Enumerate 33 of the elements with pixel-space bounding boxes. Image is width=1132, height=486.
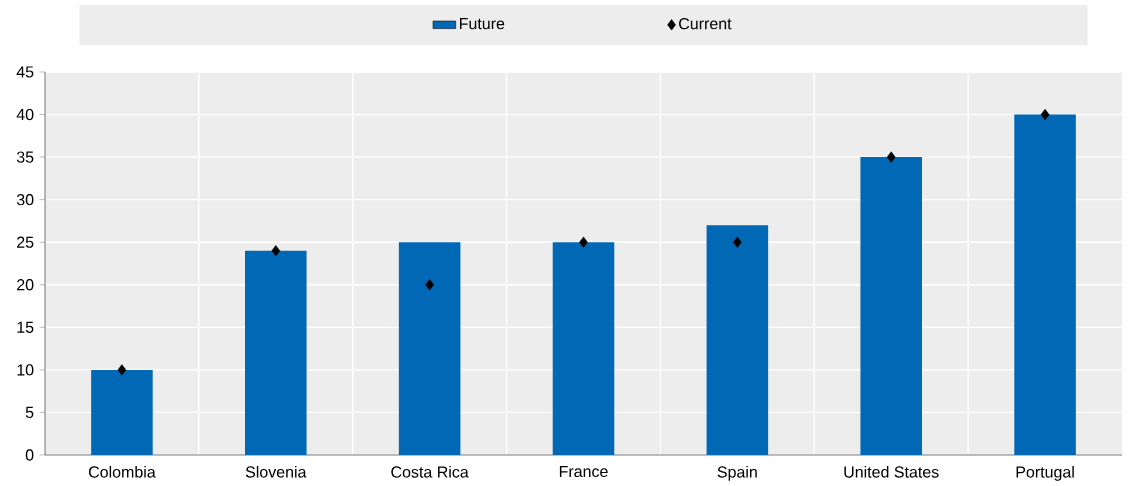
bar — [552, 242, 615, 455]
y-tick-label: 5 — [25, 406, 34, 418]
point — [425, 279, 434, 291]
y-tick-label: 35 — [16, 151, 34, 163]
y-tick-label: 25 — [17, 236, 34, 248]
legend-label: Future — [460, 18, 505, 30]
point — [1040, 108, 1050, 121]
y-tick-label: 20 — [17, 279, 34, 291]
point — [886, 151, 896, 163]
y-tick-label: 30 — [16, 193, 34, 206]
y-tick-label: 45 — [16, 66, 34, 78]
x-tick-label: Colombia — [88, 465, 156, 478]
bar — [245, 250, 307, 455]
y-tick-label: 10 — [17, 364, 34, 376]
x-tick-label: United States — [844, 465, 939, 478]
bar — [860, 157, 922, 455]
point — [579, 236, 588, 248]
x-tick-label: France — [559, 465, 608, 477]
x-tick-label: Costa Rica — [391, 465, 469, 478]
bar — [1014, 114, 1076, 455]
legend-label: Current — [679, 17, 732, 30]
x-tick-label: Spain — [717, 465, 757, 481]
point — [733, 236, 742, 248]
y-tick-label: 15 — [17, 321, 34, 333]
bar — [398, 242, 461, 455]
point — [117, 364, 127, 376]
x-tick-label: Slovenia — [245, 465, 307, 478]
y-tick-label: 40 — [16, 108, 34, 121]
bar — [91, 369, 153, 455]
point — [271, 245, 281, 257]
x-tick-label: Portugal — [1016, 465, 1074, 481]
bar — [706, 225, 769, 455]
y-tick-label: 0 — [25, 449, 34, 461]
